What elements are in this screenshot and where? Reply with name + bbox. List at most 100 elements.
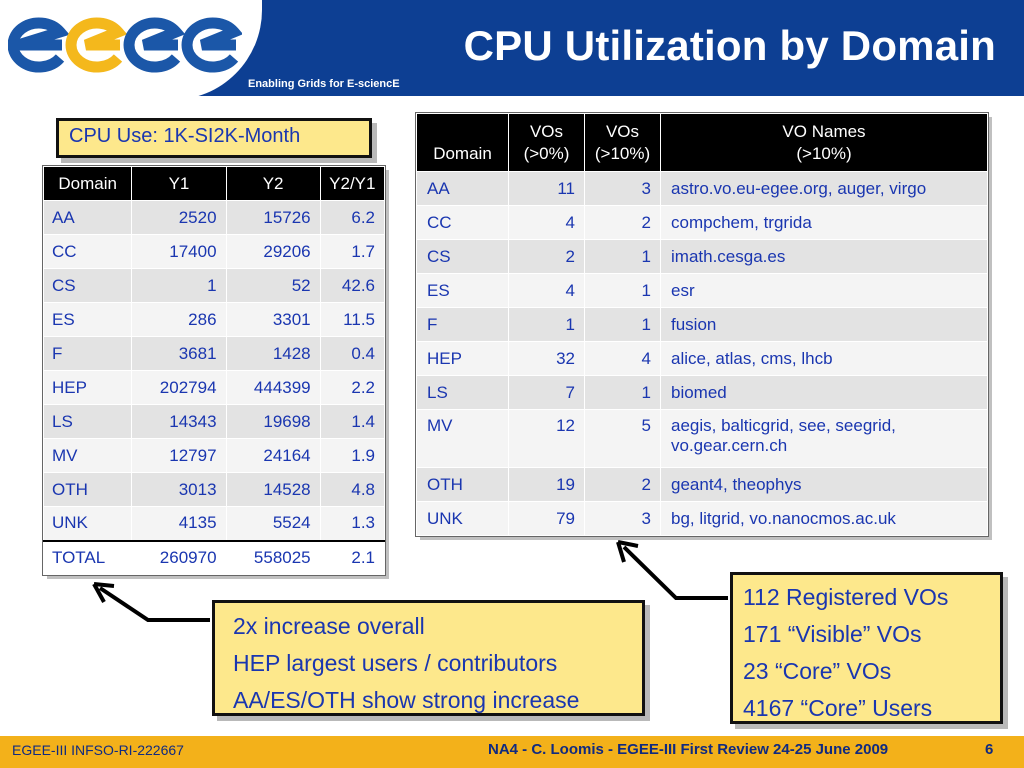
table-row: CC 17400 29206 1.7 <box>42 234 386 269</box>
value-cell: 14343 <box>131 404 227 439</box>
vo-count-cell: 2 <box>508 239 585 274</box>
callout-line: 2x increase overall <box>233 613 425 639</box>
vo-count-cell: 12 <box>508 409 585 468</box>
column-header: Domain <box>416 113 509 172</box>
table-header-row: Domain Y1 Y2 Y2/Y1 <box>42 166 386 201</box>
value-cell: 3681 <box>131 336 227 371</box>
vo-names-cell: astro.vo.eu-egee.org, auger, virgo <box>660 171 988 206</box>
callout-line: 4167 “Core” Users <box>743 695 933 721</box>
domain-cell: LS <box>416 375 509 410</box>
vo-count-cell: 1 <box>584 307 661 342</box>
vo-count-cell: 1 <box>508 307 585 342</box>
vo-count-cell: 2 <box>584 467 661 502</box>
value-cell: 42.6 <box>319 268 386 303</box>
total-row: TOTAL 260970 558025 2.1 <box>42 539 386 575</box>
table-row: CS 1 52 42.6 <box>42 268 386 303</box>
page-number: 6 <box>985 741 994 758</box>
domain-cell: HEP <box>416 341 509 376</box>
table-row: CS 2 1 imath.cesga.es <box>416 239 988 274</box>
column-header: Y2/Y1 <box>319 166 386 201</box>
vo-count-cell: 11 <box>508 171 585 206</box>
domain-cell: AA <box>416 171 509 206</box>
table-header-row: Domain VOs (>0%) VOs (>10%) VO Names (>10%) <box>416 113 988 172</box>
total-value: 558025 <box>225 539 321 575</box>
value-cell: 4135 <box>131 506 227 541</box>
vo-count-cell: 32 <box>508 341 585 376</box>
callout-line: HEP largest users / contributors <box>233 650 558 676</box>
total-value: 2.1 <box>319 539 386 575</box>
vo-count-cell: 1 <box>584 375 661 410</box>
table-row: F 3681 1428 0.4 <box>42 336 386 371</box>
vo-count-cell: 19 <box>508 467 585 502</box>
value-cell: 1.9 <box>319 438 386 473</box>
table-row: OTH 3013 14528 4.8 <box>42 472 386 507</box>
domain-cell: MV <box>42 438 133 473</box>
column-header: VOs (>10%) <box>584 113 661 172</box>
table-row: AA 11 3 astro.vo.eu-egee.org, auger, virgo <box>416 171 988 206</box>
footer-project-id: EGEE-III INFSO-RI-222667 <box>12 742 184 758</box>
vo-stats-callout: 112 Registered VOs 171 “Visible” VOs 23 … <box>730 572 1003 724</box>
vo-names-cell: compchem, trgrida <box>660 205 988 240</box>
value-cell: 286 <box>131 302 227 337</box>
table-row: UNK 79 3 bg, litgrid, vo.nanocmos.ac.uk <box>416 501 988 536</box>
value-cell: 4.8 <box>319 472 386 507</box>
table-row: MV 12 5 aegis, balticgrid, see, seegrid, vo.… <box>416 409 988 468</box>
value-cell: 29206 <box>225 234 321 269</box>
value-cell: 0.4 <box>319 336 386 371</box>
domain-cell: CS <box>416 239 509 274</box>
callout-line: 171 “Visible” VOs <box>743 621 922 647</box>
value-cell: 14528 <box>225 472 321 507</box>
table-row: MV 12797 24164 1.9 <box>42 438 386 473</box>
vo-count-cell: 4 <box>508 205 585 240</box>
domain-cell: AA <box>42 200 133 235</box>
table-row: HEP 32 4 alice, atlas, cms, lhcb <box>416 341 988 376</box>
vo-count-cell: 3 <box>584 171 661 206</box>
vo-names-cell: alice, atlas, cms, lhcb <box>660 341 988 376</box>
domain-cell: LS <box>42 404 133 439</box>
vo-count-cell: 1 <box>584 273 661 308</box>
summary-callout: 2x increase overall HEP largest users / … <box>212 600 645 716</box>
value-cell: 2520 <box>131 200 227 235</box>
footer-presentation-info: NA4 - C. Loomis - EGEE-III First Review … <box>488 741 889 758</box>
table-row: LS 14343 19698 1.4 <box>42 404 386 439</box>
domain-cell: ES <box>42 302 133 337</box>
vo-names-cell: bg, litgrid, vo.nanocmos.ac.uk <box>660 501 988 536</box>
column-header: VO Names (>10%) <box>660 113 988 172</box>
table-row: ES 286 3301 11.5 <box>42 302 386 337</box>
domain-cell: F <box>416 307 509 342</box>
value-cell: 1 <box>131 268 227 303</box>
vo-table: Domain VOs (>0%) VOs (>10%) VO Names (>10%)… <box>415 112 989 537</box>
value-cell: 1428 <box>225 336 321 371</box>
value-cell: 17400 <box>131 234 227 269</box>
callout-line: AA/ES/OTH show strong increase <box>233 687 580 713</box>
domain-cell: F <box>42 336 133 371</box>
egee-logo-icon: egee <box>8 17 242 73</box>
table-row: F 1 1 fusion <box>416 307 988 342</box>
domain-cell: CC <box>42 234 133 269</box>
callout-line: 23 “Core” VOs <box>743 658 892 684</box>
logo: egee <box>0 0 262 100</box>
vo-count-cell: 4 <box>584 341 661 376</box>
vo-count-cell: 79 <box>508 501 585 536</box>
table-row: HEP 202794 444399 2.2 <box>42 370 386 405</box>
table-row: ES 4 1 esr <box>416 273 988 308</box>
value-cell: 1.3 <box>319 506 386 541</box>
column-header: VOs (>0%) <box>508 113 585 172</box>
total-value: 260970 <box>131 539 227 575</box>
domain-cell: CC <box>416 205 509 240</box>
vo-names-cell: fusion <box>660 307 988 342</box>
column-header: Y2 <box>225 166 321 201</box>
value-cell: 24164 <box>225 438 321 473</box>
value-cell: 11.5 <box>319 302 386 337</box>
domain-cell: HEP <box>42 370 133 405</box>
value-cell: 2.2 <box>319 370 386 405</box>
domain-cell: MV <box>416 409 509 468</box>
value-cell: 19698 <box>225 404 321 439</box>
value-cell: 444399 <box>225 370 321 405</box>
vo-names-cell: esr <box>660 273 988 308</box>
value-cell: 3301 <box>225 302 321 337</box>
vo-names-cell: imath.cesga.es <box>660 239 988 274</box>
page-title: CPU Utilization by Domain <box>463 22 996 69</box>
total-label: TOTAL <box>42 539 133 575</box>
